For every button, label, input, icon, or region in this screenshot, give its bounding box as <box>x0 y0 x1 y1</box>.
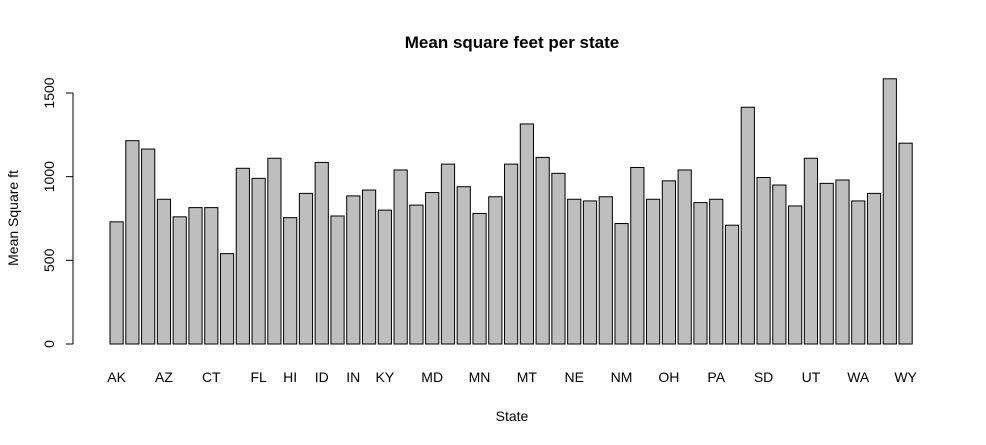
bar-44 <box>803 157 819 345</box>
x-axis-tick-labels: AK AZ CT FL HI ID IN KY MD MN MT NE NM OH PA SD UT WA WY <box>107 369 917 385</box>
bar-37 <box>693 202 708 345</box>
bar-27 <box>535 156 550 345</box>
x-tick-label-pa: PA <box>707 369 725 385</box>
x-tick-label-nm: NM <box>611 369 633 385</box>
bar-17 <box>377 209 392 345</box>
bar-30 <box>582 200 598 345</box>
bar-43 <box>788 205 803 345</box>
bar-21 <box>440 163 456 345</box>
y-axis-label: Mean Square ft <box>5 170 21 266</box>
bar-41 <box>756 177 771 345</box>
bar-35 <box>661 180 676 345</box>
bar-4 <box>172 216 187 345</box>
bar-9 <box>251 177 266 345</box>
bar-20 <box>425 192 440 345</box>
bar-18 <box>393 169 408 345</box>
bar-11 <box>283 217 298 345</box>
x-tick-label-ak: AK <box>107 369 126 385</box>
x-tick-label-mn: MN <box>469 369 491 385</box>
bar-38 <box>709 198 724 345</box>
bar-15 <box>346 195 361 345</box>
bar-16 <box>361 189 377 345</box>
bar-12 <box>298 192 314 345</box>
x-tick-label-sd: SD <box>754 369 773 385</box>
bar-26 <box>519 123 534 345</box>
x-tick-label-az: AZ <box>155 369 173 385</box>
bar-33 <box>630 166 645 345</box>
bar-34 <box>646 198 661 345</box>
bar-42 <box>772 184 787 345</box>
bar-14 <box>330 215 345 345</box>
bar-39 <box>724 224 740 345</box>
bar-32 <box>614 223 629 345</box>
x-tick-label-ky: KY <box>376 369 395 385</box>
bars-group <box>109 78 913 345</box>
bar-10 <box>267 157 282 345</box>
bar-28 <box>551 172 566 345</box>
bar-25 <box>504 163 519 345</box>
bar-46 <box>835 179 850 345</box>
y-tick-label: 1500 <box>41 77 57 108</box>
bar-50 <box>898 142 913 345</box>
bar-48 <box>866 192 882 345</box>
y-tick-label: 0 <box>41 340 57 348</box>
bar-3 <box>156 198 172 345</box>
chart-title: Mean square feet per state <box>405 33 619 52</box>
bar-8 <box>235 167 250 345</box>
x-tick-label-hi: HI <box>283 369 297 385</box>
bar-36 <box>677 169 692 345</box>
bar-5 <box>188 207 203 345</box>
bar-19 <box>409 204 424 345</box>
x-tick-label-id: ID <box>315 369 329 385</box>
bar-45 <box>819 182 834 345</box>
x-tick-label-ct: CT <box>202 369 221 385</box>
x-tick-label-wa: WA <box>847 369 870 385</box>
bar-0 <box>109 221 124 345</box>
x-tick-label-oh: OH <box>658 369 679 385</box>
x-tick-label-md: MD <box>421 369 443 385</box>
x-tick-label-mt: MT <box>517 369 538 385</box>
bar-6 <box>204 207 219 345</box>
x-tick-label-fl: FL <box>250 369 267 385</box>
x-axis-label: State <box>496 408 529 424</box>
bar-13 <box>314 161 329 345</box>
x-tick-label-ne: NE <box>564 369 583 385</box>
bar-49 <box>882 78 897 345</box>
x-tick-label-wy: WY <box>894 369 917 385</box>
bar-2 <box>141 148 156 345</box>
y-tick-label: 500 <box>41 248 57 272</box>
bar-22 <box>456 186 471 345</box>
y-tick-label: 1000 <box>41 161 57 192</box>
x-tick-label-in: IN <box>346 369 360 385</box>
bar-7 <box>219 253 235 345</box>
bar-47 <box>851 200 866 345</box>
bar-1 <box>125 140 140 345</box>
bar-24 <box>488 196 503 345</box>
bar-40 <box>740 106 755 345</box>
y-axis: 0 500 1000 1500 <box>41 77 74 348</box>
bar-29 <box>567 198 582 345</box>
bar-23 <box>472 212 487 345</box>
bar-31 <box>598 196 613 345</box>
x-tick-label-ut: UT <box>802 369 821 385</box>
